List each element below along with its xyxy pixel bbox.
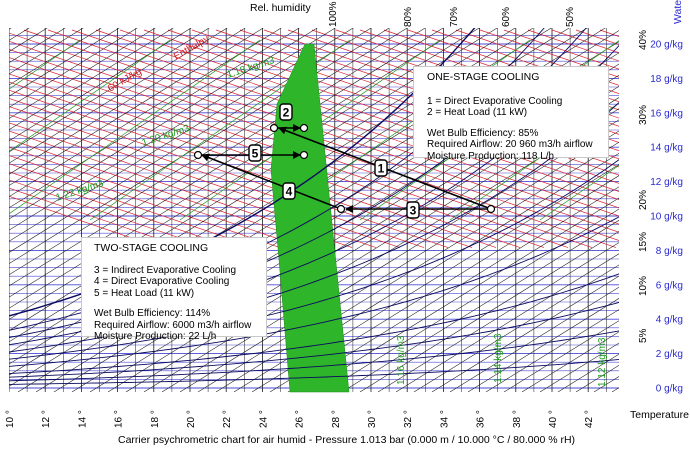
process-label-2: 2 [279,103,293,121]
temperature-label: Temperature [630,409,689,421]
temperature-tick: 22 ° [222,410,233,428]
water-tick: 20 g/kg [650,40,683,51]
humidity-ticks: 100% 80% 70% 60% 50% 40% 30% 20% 15% 10% 5% [328,1,649,343]
two-stage-line-1: 3 = Indirect Evaporative Cooling [94,264,237,276]
rh-top-tick: 80% [403,7,414,27]
process-label-1: 1 [374,159,388,177]
process-labels: 1 2 3 4 5 [248,103,420,219]
comfort-zone [270,43,350,393]
temperature-tick: 10 ° [5,410,16,428]
temperature-tick: 14 ° [77,410,88,428]
temperature-tick: 16 ° [114,410,125,428]
process-label-4: 4 [282,182,296,200]
two-stage-line-2: 4 = Direct Evaporative Cooling [94,276,230,287]
density-label-2: 1.20 kg/m3 [141,123,192,149]
rh-top-tick: 60% [501,7,512,27]
temperature-tick: 12 ° [41,410,52,428]
density-label-bottom-1: 1.16 kg/m3 [396,335,407,385]
one-stage-line-1: 1 = Direct Evaporative Cooling [427,95,563,107]
temperature-tick: 18 ° [150,410,161,428]
rh-side-tick: 5% [638,328,649,343]
temperature-tick: 34 ° [439,410,450,428]
density-label-bottom-3: 1.12 kg/m3 [597,337,608,387]
two-stage-stat-2: Required Airflow: 6000 m3/h airflow [94,319,252,331]
process-label-5: 5 [248,144,262,162]
one-stage-legend: ONE-STAGE COOLING 1 = Direct Evaporative… [413,66,609,162]
water-tick: 6 g/kg [656,280,683,291]
svg-text:4: 4 [286,185,293,199]
footer-caption: Carrier psychrometric chart for air humi… [118,434,575,446]
water-ticks: 0 g/kg 2 g/kg 4 g/kg 6 g/kg 8 g/kg 10 g/kg 12 … [650,40,683,395]
two-stage-legend: TWO-STAGE COOLING 3 = Indirect Evaporati… [81,237,267,342]
process-label-3: 3 [406,201,420,219]
water-tick: 0 g/kg [656,384,683,395]
one-stage-stat-2: Required Airflow: 20 960 m3/h airflow [427,139,593,150]
water-tick: 18 g/kg [650,74,683,85]
one-stage-stat-3: Moisture Production: 118 L/h [427,150,555,162]
water-tick: 4 g/kg [656,315,683,326]
temperature-tick: 32 ° [403,410,414,428]
two-stage-line-3: 5 = Heat Load (11 kW) [94,287,195,299]
rh-top-tick: 100% [328,1,339,27]
svg-text:5: 5 [252,147,259,161]
rh-side-tick: 10% [638,276,649,296]
svg-text:1: 1 [378,162,385,176]
water-label: Water [672,0,684,24]
rh-side-tick: 15% [638,232,649,252]
two-stage-title: TWO-STAGE COOLING [94,242,209,254]
water-tick: 10 g/kg [650,212,683,223]
temperature-tick: 26 ° [295,410,306,428]
density-label-bottom-2: 1.14 kg/m3 [493,333,504,383]
temperature-tick: 20 ° [186,410,197,428]
temperature-tick: 28 ° [331,410,342,428]
temperature-tick: 36 ° [476,410,487,428]
water-tick: 14 g/kg [650,143,683,154]
temperature-tick: 42 ° [584,410,595,428]
one-stage-title: ONE-STAGE COOLING [427,71,540,83]
rh-side-tick: 40% [638,30,649,50]
one-stage-line-2: 2 = Heat Load (11 kW) [427,107,528,118]
water-tick: 8 g/kg [656,246,683,257]
svg-text:2: 2 [283,106,290,120]
water-tick: 2 g/kg [656,349,683,360]
svg-text:3: 3 [410,204,417,218]
state-points [193,123,496,214]
rh-side-tick: 20% [638,190,649,210]
water-tick: 16 g/kg [650,108,683,119]
two-stage-stat-1: Wet Bulb Efficiency: 114% [94,308,211,319]
temperature-tick: 40 ° [548,410,559,428]
water-tick: 12 g/kg [650,177,683,188]
rh-side-tick: 30% [638,105,649,125]
rh-top-tick: 70% [449,7,460,27]
temperature-tick: 24 ° [258,410,269,428]
rel-humidity-label: Rel. humidity [250,2,311,14]
process-line-4 [201,153,342,210]
rh-top-tick: 50% [565,7,576,27]
temperature-tick: 38 ° [512,410,523,428]
one-stage-stat-1: Wet Bulb Efficiency: 85% [427,127,539,139]
two-stage-stat-3: Moisture Production: 22 L/h [94,331,217,342]
temperature-ticks: 10 ° 12 ° 14 ° 16 ° 18 ° 20 ° 22 ° 24 ° 26 ° 28 °… [5,410,595,428]
temperature-tick: 30 ° [367,410,378,428]
